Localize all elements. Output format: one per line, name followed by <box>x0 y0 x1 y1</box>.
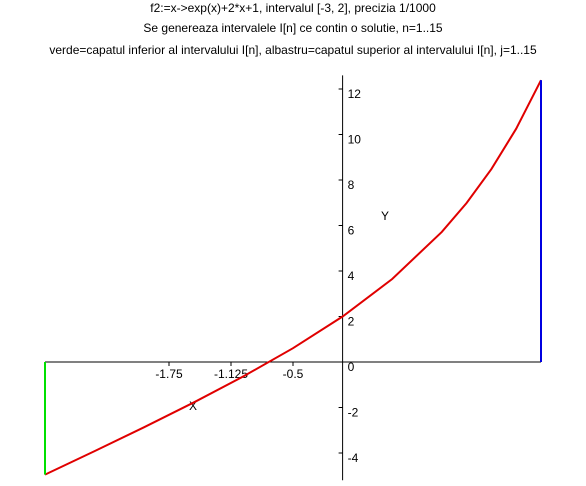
x-axis-label: X <box>189 399 197 413</box>
chart-title: f2:=x->exp(x)+2*x+1, intervalul [-3, 2],… <box>150 1 436 15</box>
y-tick-label: 8 <box>348 178 355 192</box>
x-tick-label: -1.75 <box>155 367 183 381</box>
y-tick-label: 12 <box>348 87 362 101</box>
series-line <box>44 79 542 476</box>
y-tick-label: 6 <box>348 224 355 238</box>
y-tick-label: 2 <box>348 315 355 329</box>
y-tick-label: -2 <box>348 406 359 420</box>
chart-subtitle: Se genereaza intervalele I[n] ce contin … <box>143 21 443 35</box>
y-axis-label: Y <box>381 209 389 223</box>
x-tick-label: -1.125 <box>214 367 248 381</box>
y-tick-label: -4 <box>348 451 359 465</box>
y-tick-label: 0 <box>348 360 355 374</box>
chart-caption: verde=capatul inferior al intervalului I… <box>49 43 537 57</box>
y-tick-label: 10 <box>348 133 362 147</box>
y-tick-label: 4 <box>348 269 355 283</box>
x-tick-label: -0.5 <box>283 367 304 381</box>
